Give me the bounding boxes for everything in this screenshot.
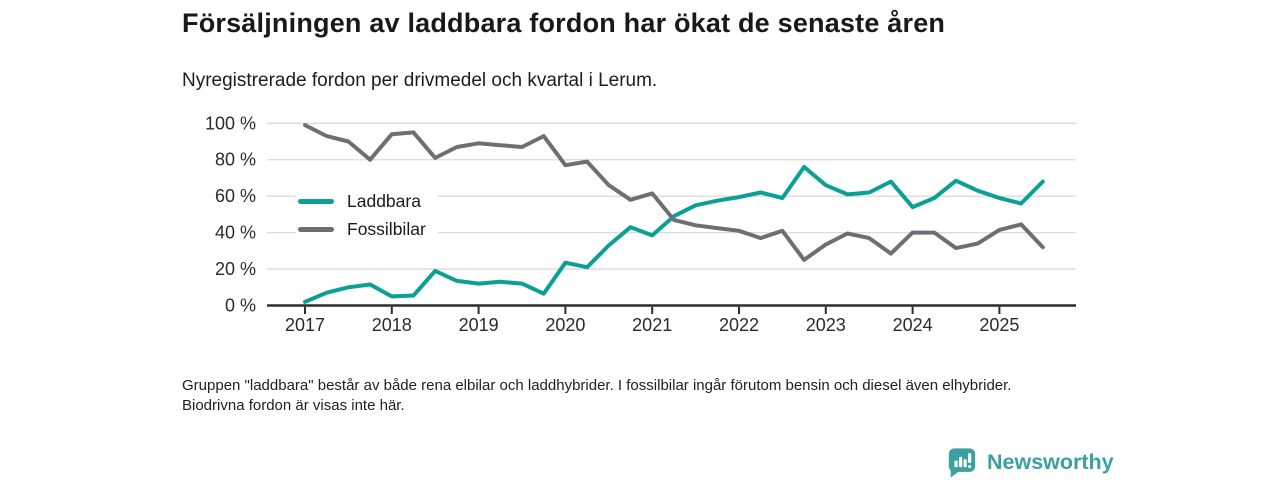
legend-item-fossilbilar: Fossilbilar [298, 215, 426, 243]
x-tick-label-2025: 2025 [979, 315, 1019, 335]
x-tick-label-2021: 2021 [632, 315, 672, 335]
newsworthy-bar-chart-pin-icon [948, 448, 976, 478]
x-tick-label-2017: 2017 [285, 315, 325, 335]
legend-item-laddbara: Laddbara [298, 187, 426, 215]
legend-label-fossilbilar: Fossilbilar [347, 218, 426, 239]
y-tick-label-40: 40 % [215, 223, 256, 243]
x-tick-label-2022: 2022 [719, 315, 759, 335]
chart-legend: Laddbara Fossilbilar [296, 185, 438, 245]
x-tick-label-2018: 2018 [372, 315, 412, 335]
x-tick-label-2024: 2024 [893, 315, 933, 335]
y-tick-label-80: 80 % [215, 150, 256, 170]
fossilbilar-line-swatch [298, 226, 334, 232]
y-tick-label-100: 100 % [205, 113, 256, 133]
x-tick-label-2019: 2019 [459, 315, 499, 335]
chart-subtitle: Nyregistrerade fordon per drivmedel och … [182, 70, 658, 91]
newsworthy-logo-text: Newsworthy [987, 450, 1114, 474]
fossilbilar-line [303, 123, 1045, 262]
y-tick-label-60: 60 % [215, 186, 256, 206]
newsworthy-logo: Newsworthy [946, 446, 1114, 479]
x-tick-label-2023: 2023 [806, 315, 846, 335]
y-tick-label-0: 0 % [225, 296, 256, 316]
laddbara-line-swatch [298, 198, 334, 204]
x-tick-label-2020: 2020 [545, 315, 585, 335]
chart-title: Försäljningen av laddbara fordon har öka… [182, 8, 946, 38]
chart-footnote: Gruppen "laddbara" består av både rena e… [182, 377, 1012, 414]
legend-label-laddbara: Laddbara [347, 190, 421, 211]
y-tick-label-20: 20 % [215, 259, 256, 279]
laddbara-line [303, 165, 1045, 304]
